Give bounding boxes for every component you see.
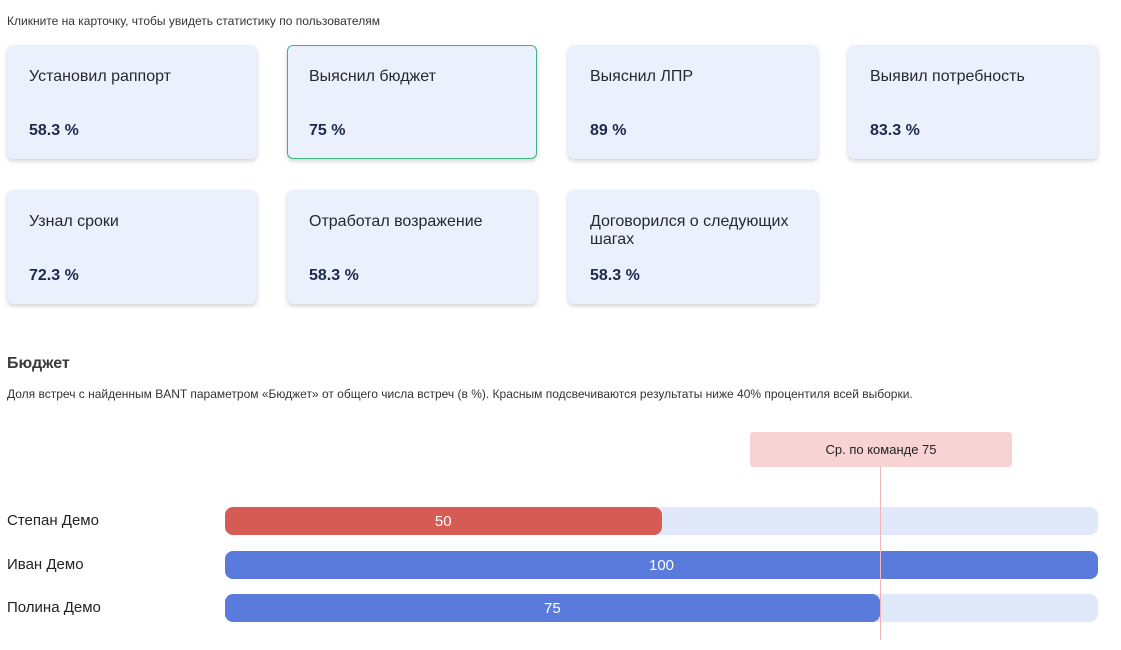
metric-card-value: 83.3 %: [870, 122, 920, 139]
user-name-label: Степан Демо: [7, 512, 99, 529]
user-name-label: Полина Демо: [7, 599, 101, 616]
team-average-line: [880, 467, 881, 640]
metric-card-title: Выяснил бюджет: [309, 68, 436, 85]
budget-bar-chart: Ср. по команде 75 Степан Демо 50 Иван Демо 1…: [0, 420, 1121, 650]
metric-card[interactable]: Выяснил ЛПР 89 %: [568, 45, 818, 159]
metric-card-value: 58.3 %: [590, 267, 640, 284]
metric-card-value: 72.3 %: [29, 267, 79, 284]
metric-card[interactable]: Установил раппорт 58.3 %: [7, 45, 257, 159]
bar[interactable]: [225, 507, 662, 535]
metric-card[interactable]: Договорился о следующих шагах 58.3 %: [568, 190, 818, 304]
instruction-text: Кликните на карточку, чтобы увидеть стат…: [7, 14, 380, 28]
metric-card-title: Установил раппорт: [29, 68, 171, 85]
bar-value-label: 100: [648, 556, 675, 574]
metric-card-title: Договорился о следующих шагах: [590, 213, 789, 248]
metric-card[interactable]: Отработал возражение 58.3 %: [287, 190, 537, 304]
metric-card-title: Выявил потребность: [870, 68, 1025, 85]
metric-card[interactable]: Выяснил бюджет 75 %: [287, 45, 537, 159]
section-title: Бюджет: [7, 355, 70, 372]
user-name-label: Иван Демо: [7, 556, 84, 573]
metric-card[interactable]: Выявил потребность 83.3 %: [848, 45, 1098, 159]
metric-card-value: 75 %: [309, 122, 346, 139]
metric-card-title: Отработал возражение: [309, 213, 483, 230]
bar[interactable]: [225, 551, 1098, 579]
bar[interactable]: [225, 594, 880, 622]
bar-value-label: 50: [434, 512, 452, 530]
metric-card[interactable]: Узнал сроки 72.3 %: [7, 190, 257, 304]
metric-card-title: Узнал сроки: [29, 213, 119, 230]
team-average-label: Ср. по команде 75: [750, 432, 1012, 467]
metric-card-value: 89 %: [590, 122, 627, 139]
metric-card-title: Выяснил ЛПР: [590, 68, 694, 85]
metric-card-value: 58.3 %: [309, 267, 359, 284]
bar-value-label: 75: [544, 599, 561, 617]
section-description: Доля встреч с найденным BANT параметром …: [7, 387, 913, 401]
metric-card-value: 58.3 %: [29, 122, 79, 139]
